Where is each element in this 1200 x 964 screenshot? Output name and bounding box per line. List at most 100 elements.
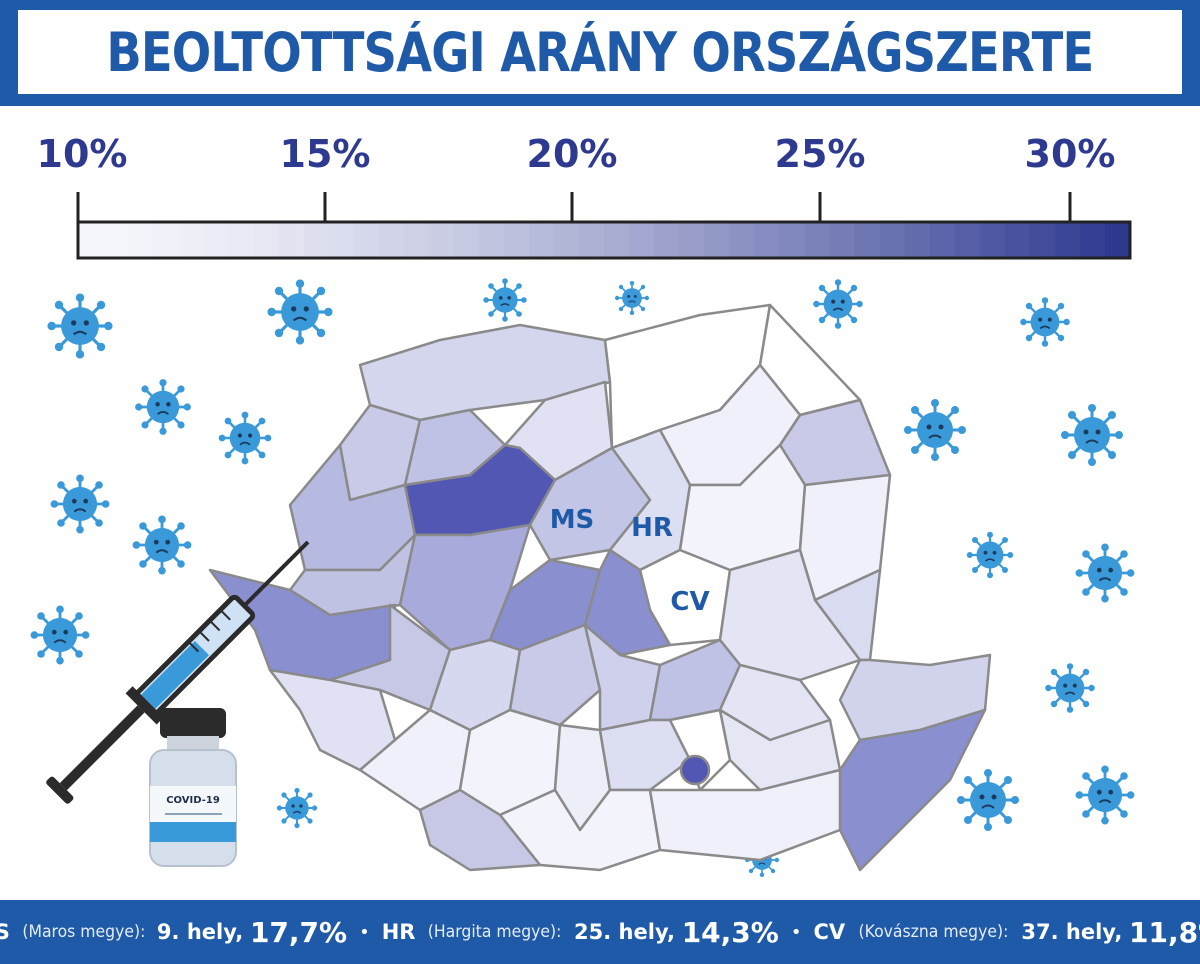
footer-separator: • [790, 921, 802, 943]
color-scale-cell [779, 222, 805, 258]
color-scale-cell [478, 222, 505, 258]
color-scale-cell [578, 222, 605, 258]
color-scale-cells [78, 222, 1131, 258]
color-scale [76, 192, 1132, 260]
color-scale-cell [403, 222, 430, 258]
color-scale-cell [954, 222, 981, 258]
scale-tick-label: 15% [279, 132, 371, 176]
color-scale-cell [1104, 222, 1131, 258]
color-scale-cell [303, 222, 330, 258]
color-scale-cell [704, 222, 730, 258]
county-shape [508, 623, 602, 727]
color-scale-frame [76, 220, 1132, 260]
virus-icon [614, 280, 650, 316]
color-scale-cell [428, 222, 455, 258]
footer-separator: • [359, 921, 370, 943]
virus-icon [1074, 542, 1136, 604]
color-scale-cell [829, 222, 856, 258]
virus-icon [812, 278, 864, 330]
footer-hr-rank: 25. hely, [574, 920, 675, 944]
virus-icon [1019, 296, 1072, 348]
vial-label: COVID-19 [166, 795, 220, 806]
footer-cv-code: CV [813, 920, 846, 944]
virus-icon [482, 277, 528, 323]
color-scale-cell [328, 222, 355, 258]
color-scale-cell [754, 222, 780, 258]
color-scale-cell [1004, 222, 1031, 258]
color-scale-cell [679, 222, 705, 258]
virus-icon [275, 786, 319, 830]
color-scale-cell [203, 222, 229, 258]
virus-icon [965, 530, 1015, 580]
color-scale-cell [1079, 222, 1106, 258]
color-scale-cell [929, 222, 956, 258]
county-shape [838, 708, 987, 872]
color-scale-cell [553, 222, 580, 258]
footer-hr-code: HR [381, 920, 416, 944]
page-title: BEOLTOTTSÁGI ARÁNY ORSZÁGSZERTE [106, 20, 1094, 84]
footer-ms-name: (Maros megye): [21, 922, 145, 942]
virus-icon [1074, 764, 1136, 826]
virus-icon [49, 473, 111, 535]
footer-hr-value: 14,3% [681, 915, 779, 949]
scale-tick-label: 30% [1024, 132, 1116, 176]
virus-icon [29, 604, 91, 666]
color-scale-cell [729, 222, 755, 258]
title-banner: BEOLTOTTSÁGI ARÁNY ORSZÁGSZERTE [0, 0, 1200, 106]
color-scale-cell [804, 222, 831, 258]
virus-icon [1059, 402, 1125, 468]
map-label-cv: CV [670, 587, 709, 617]
county-shape-bucuresti [679, 754, 711, 786]
color-scale-cell [78, 222, 104, 258]
county-shape [668, 708, 732, 792]
color-scale-cell [879, 222, 906, 258]
virus-icon [217, 410, 273, 466]
footer-cv-name: (Kovászna megye): [858, 922, 1009, 942]
color-scale-cell [1029, 222, 1056, 258]
county-shape [418, 788, 542, 872]
scale-tick-label: 10% [36, 132, 128, 176]
scale-tick-label: 25% [774, 132, 866, 176]
virus-icon [1043, 662, 1097, 714]
color-scale-cell [604, 222, 630, 258]
footer-cv-value: 11,8% [1129, 915, 1200, 949]
color-scale-cell [629, 222, 655, 258]
footer-legend: MS (Maros megye): 9. hely, 17,7% • HR (H… [0, 900, 1200, 964]
color-scale-cell [253, 222, 279, 258]
county-shape [648, 768, 842, 862]
color-scale-cell [103, 222, 129, 258]
footer-ms-rank: 9. hely, [156, 920, 244, 944]
virus-icon [955, 767, 1021, 833]
virus-icon [131, 514, 193, 576]
romania-county-map: MS HR CV COVID-19 [29, 277, 1136, 878]
syringe-icon [46, 540, 310, 804]
virus-icon [45, 291, 115, 361]
footer-ms-value: 17,7% [249, 915, 348, 949]
color-scale-cell [904, 222, 931, 258]
color-scale-cell [1054, 222, 1081, 258]
title-panel: BEOLTOTTSÁGI ARÁNY ORSZÁGSZERTE [18, 10, 1182, 94]
vaccine-vial-icon: COVID-19 [149, 708, 237, 867]
color-scale-cell [128, 222, 154, 258]
color-scale-cell [228, 222, 254, 258]
virus-icon [902, 397, 968, 463]
color-scale-cell [503, 222, 530, 258]
color-scale-cell [654, 222, 680, 258]
map-label-hr: HR [631, 513, 673, 543]
color-scale-cell [528, 222, 555, 258]
color-scale-cell [378, 222, 405, 258]
scale-tick-label: 20% [526, 132, 618, 176]
color-scale-cell [278, 222, 305, 258]
color-scale-cell [453, 222, 480, 258]
color-scale-cell [353, 222, 380, 258]
color-scale-cell [854, 222, 881, 258]
footer-ms-code: MS [0, 920, 10, 944]
footer-hr-name: (Hargita megye): [427, 922, 562, 942]
virus-icon [265, 277, 335, 347]
color-scale-cell [979, 222, 1006, 258]
color-scale-cell [153, 222, 179, 258]
virus-icon [133, 377, 193, 437]
color-scale-cell [178, 222, 204, 258]
map-label-ms: MS [550, 505, 595, 535]
footer-cv-rank: 37. hely, [1021, 920, 1123, 944]
